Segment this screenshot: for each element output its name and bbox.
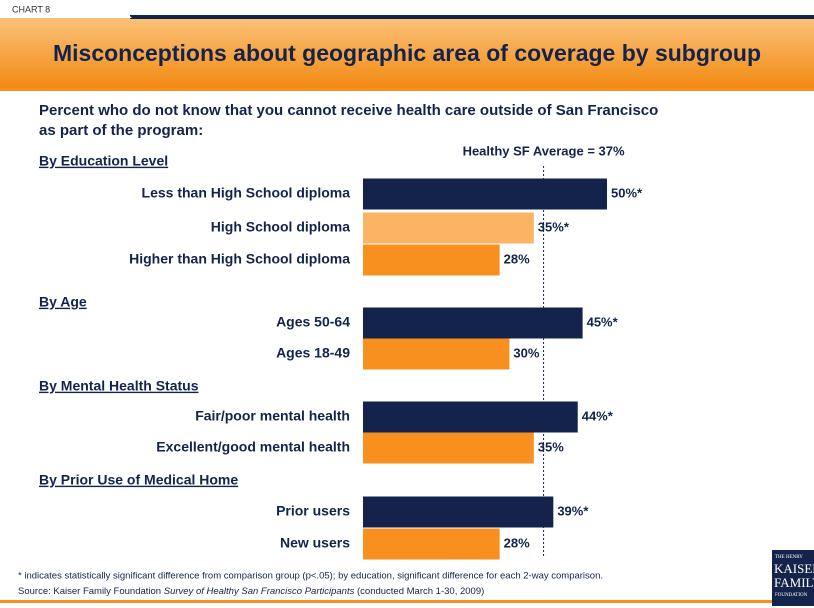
category-label: Ages 18-49	[276, 345, 350, 361]
category-label: Higher than High School diploma	[129, 251, 350, 267]
subtitle: as part of the program:	[39, 122, 203, 139]
category-label: Fair/poor mental health	[195, 408, 350, 424]
bar	[363, 401, 578, 433]
source-title: Survey of Healthy San Francisco Particip…	[164, 586, 355, 597]
bar	[363, 496, 554, 528]
subtitle: Percent who do not know that you cannot …	[39, 102, 658, 119]
bar	[363, 212, 534, 244]
bar	[363, 432, 534, 464]
value-label: 28%	[504, 251, 530, 266]
group-heading: By Prior Use of Medical Home	[39, 472, 238, 488]
value-label: 30%	[513, 345, 539, 360]
category-label: Prior users	[276, 503, 350, 519]
category-label: Ages 50-64	[276, 314, 350, 330]
chart-title: Misconceptions about geographic area of …	[53, 40, 761, 66]
reference-label: Healthy SF Average = 37%	[463, 143, 625, 158]
value-label: 35%*	[538, 219, 570, 234]
category-label: Excellent/good mental health	[156, 439, 350, 455]
value-label: 45%*	[587, 314, 619, 329]
value-label: 28%	[504, 535, 530, 550]
logo-box	[772, 550, 814, 606]
plot: By Education Level Less than High School …	[39, 143, 643, 560]
bar	[363, 178, 607, 210]
logo-text: KAISER	[774, 561, 814, 576]
logo-text: FAMILY	[774, 575, 814, 590]
logo-text: THE HENRY	[775, 555, 803, 560]
value-label: 44%*	[582, 408, 614, 423]
value-label: 35%	[538, 439, 564, 454]
category-label: High School diploma	[211, 219, 350, 235]
footnote: * indicates statistically significant di…	[18, 571, 603, 582]
top-rule	[130, 15, 814, 19]
group-heading: By Education Level	[39, 153, 168, 169]
source-text: Source: Kaiser Family Foundation	[18, 586, 164, 597]
group-heading: By Age	[39, 294, 87, 310]
bar	[363, 528, 500, 560]
bottom-rule	[0, 600, 814, 603]
value-label: 39%*	[557, 503, 589, 518]
bar	[363, 338, 510, 370]
logo: THE HENRY KAISER FAMILY FOUNDATION	[772, 550, 814, 606]
value-label: 50%*	[611, 185, 643, 200]
category-label: Less than High School diploma	[142, 185, 351, 201]
group-heading: By Mental Health Status	[39, 378, 199, 394]
bar	[363, 244, 500, 276]
logo-text: FOUNDATION	[775, 593, 808, 598]
chart-tag: CHART 8	[12, 4, 50, 14]
source: Source: Kaiser Family Foundation Survey …	[18, 586, 484, 597]
source-text: (conducted March 1-30, 2009)	[354, 586, 484, 597]
category-label: New users	[280, 535, 350, 551]
title-rule	[0, 88, 814, 91]
bar	[363, 307, 583, 339]
title-band	[0, 18, 814, 88]
tag-tab	[0, 0, 132, 18]
